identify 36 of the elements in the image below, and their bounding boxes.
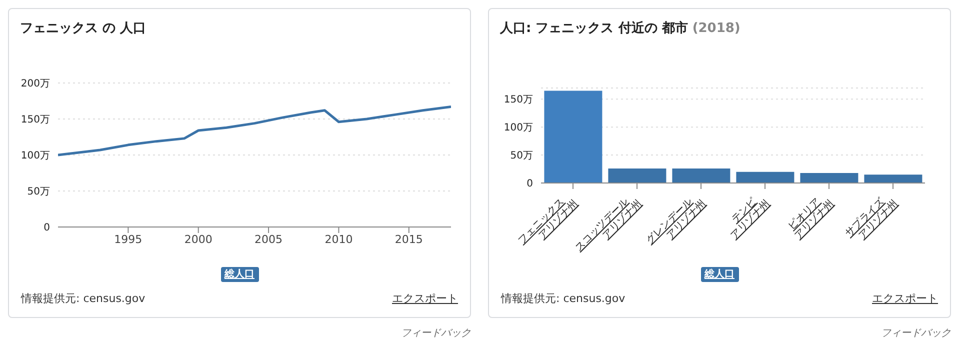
text: 総人口 [700, 267, 738, 282]
x-tick-label: 2010 [324, 232, 353, 246]
x-tick-label: 2005 [254, 232, 283, 246]
y-tick-label: 50万 [510, 150, 533, 162]
x-tick-label: サプライズ アリゾナ州 [842, 194, 900, 242]
bar [736, 172, 794, 183]
line-series [58, 106, 451, 156]
x-tick-label: 2000 [184, 232, 212, 246]
text: 情報提供元: census.gov [501, 291, 626, 306]
y-tick-label: 150万 [20, 114, 50, 126]
y-tick-label: 100万 [504, 122, 533, 134]
bar [864, 174, 922, 183]
text: エクスポート [392, 291, 458, 306]
text: フィードバック [881, 327, 951, 340]
x-tick-label: グレンデール アリゾナ州 [644, 196, 708, 246]
text: 情報提供元: census.gov [21, 291, 146, 306]
chart-title: 人口: フェニックス 付近の 都市 [500, 21, 688, 36]
y-tick-label: 50万 [27, 186, 50, 198]
chart-title: フェニックス の 人口 [20, 20, 146, 37]
bar [800, 172, 858, 183]
y-tick-label: 0 [44, 222, 50, 234]
y-tick-label: 0 [526, 178, 533, 190]
chart-subtitle: (2018) [691, 21, 740, 36]
x-tick-label: 2015 [394, 232, 423, 246]
text: フィードバック [401, 327, 471, 340]
x-tick-label: ピオリア アリゾナ州 [786, 196, 836, 242]
bar [608, 168, 666, 183]
text: 総人口 [220, 267, 258, 282]
y-tick-label: 200万 [20, 78, 50, 90]
x-tick-label: 1995 [114, 232, 142, 246]
text: エクスポート [872, 291, 938, 306]
bar [672, 168, 730, 183]
y-tick-label: 150万 [504, 94, 533, 106]
y-tick-label: 100万 [20, 150, 50, 162]
bar [544, 90, 602, 183]
x-tick-label: テンピ アリゾナ州 [728, 196, 772, 242]
